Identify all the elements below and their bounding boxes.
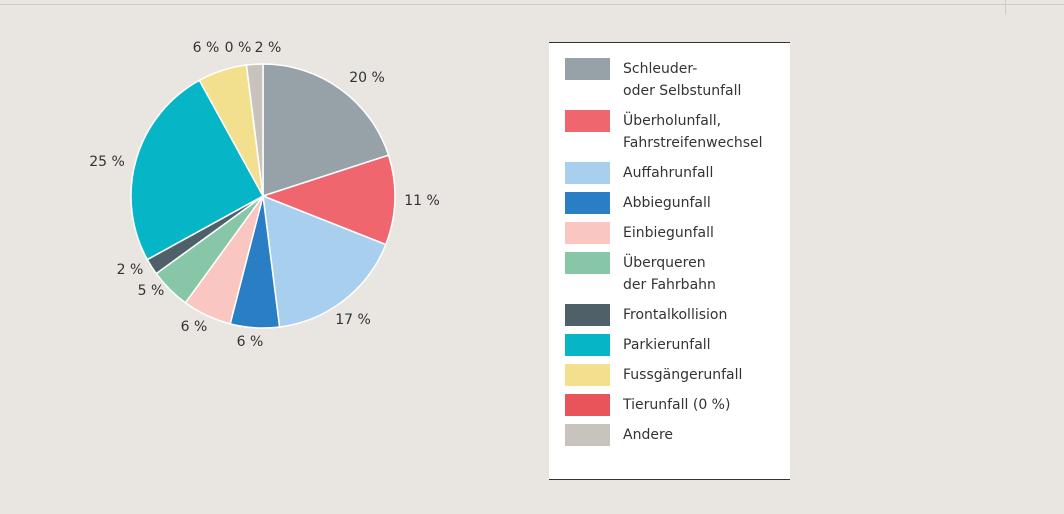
legend-label: Auffahrunfall [623,165,714,181]
slice-label: 25 % [89,154,125,170]
legend-item: Fussgängerunfall [549,364,790,386]
legend-label: Schleuder- oder Selbstunfall [623,61,742,99]
legend-label: Überqueren der Fahrbahn [623,255,716,293]
legend-item: Überqueren der Fahrbahn [549,252,790,296]
legend-label: Fussgängerunfall [623,367,743,383]
slice-label: 6 % [193,40,220,56]
slice-label: 20 % [349,70,385,86]
legend-label: Tierunfall (0 %) [623,397,731,413]
legend-item: Andere [549,424,790,446]
legend-label: Frontalkollision [623,307,728,323]
legend-item: Abbiegunfall [549,192,790,214]
legend-label: Andere [623,427,674,443]
legend: Schleuder- oder Selbstunfall Überholunfal… [549,42,790,480]
slice-label: 6 % [237,334,264,350]
legend-swatch [565,364,610,386]
legend-swatch [565,334,610,356]
legend-swatch [565,304,610,326]
legend-swatch [565,222,610,244]
legend-swatch [565,192,610,214]
legend-label: Einbiegunfall [623,225,714,241]
slice-label: 17 % [335,312,371,328]
slice-label: 2 % [255,40,282,56]
slice-label: 5 % [138,283,165,299]
legend-item: Frontalkollision [549,304,790,326]
pie-slice [130,79,265,261]
legend-label: Überholunfall, Fahrstreifenwechsel [623,113,763,151]
legend-item: Parkierunfall [549,334,790,356]
pie-slice [260,154,396,246]
pie-chart: 20 %11 %17 %6 %6 %5 %2 %25 %6 % 0 % 2 % [89,40,440,350]
pie-slice [245,63,264,197]
slice-label: 6 % [181,319,208,335]
side-rule [1005,0,1006,14]
top-rule [0,4,1064,5]
legend-label: Parkierunfall [623,337,711,353]
slice-label: 11 % [404,193,440,209]
pie-slice [262,63,390,198]
legend-item: Tierunfall (0 %) [549,394,790,416]
legend-swatch [565,424,610,446]
legend-item: Überholunfall, Fahrstreifenwechsel [549,110,790,154]
legend-swatch [565,394,610,416]
legend-item: Einbiegunfall [549,222,790,244]
legend-swatch [565,162,610,184]
legend-item: Schleuder- oder Selbstunfall [549,58,790,102]
legend-swatch [565,110,610,132]
legend-swatch [565,252,610,274]
slice-label: 2 % [117,262,144,278]
slice-label: 0 % [225,40,252,56]
pie-slice [262,194,387,328]
legend-swatch [565,58,610,80]
legend-label: Abbiegunfall [623,195,711,211]
legend-item: Auffahrunfall [549,162,790,184]
